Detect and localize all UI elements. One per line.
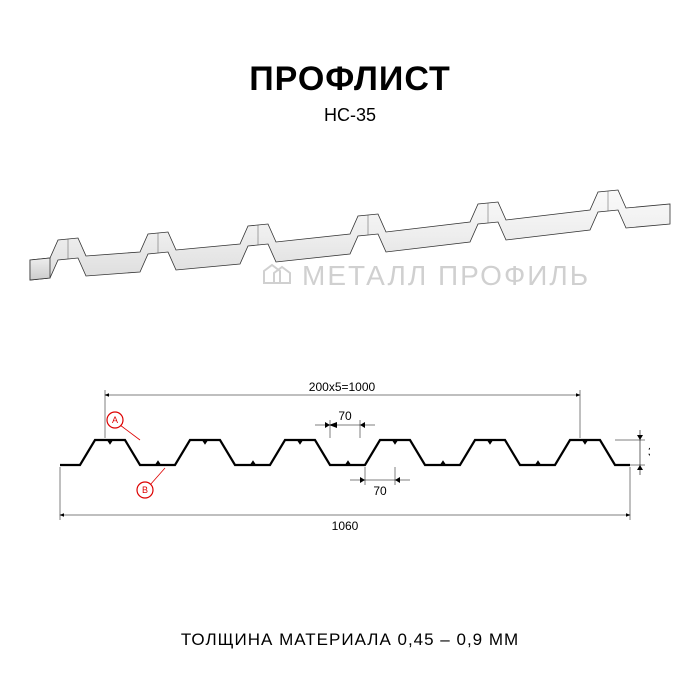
schematic-drawing: 200x5=1000 70 70 35 1060 [50,380,650,570]
profile-path [60,440,630,465]
dim-width-total: 1060 [332,519,359,533]
watermark-icon [260,261,294,291]
dim-width-effective: 200x5=1000 [309,380,376,394]
watermark: МЕТАЛЛ ПРОФИЛЬ [260,260,590,292]
watermark-text: МЕТАЛЛ ПРОФИЛЬ [302,260,590,292]
dim-height: 35 [648,445,650,459]
svg-text:A: A [112,415,118,425]
svg-text:B: B [142,485,148,495]
marker-b: B [137,468,165,498]
dim-bottom-flat: 70 [373,484,387,498]
dim-top-flat: 70 [338,409,352,423]
marker-a: A [107,412,140,440]
thickness-note: ТОЛЩИНА МАТЕРИАЛА 0,45 – 0,9 ММ [0,630,700,650]
title-block: ПРОФЛИСТ НС-35 [0,60,700,126]
page-title: ПРОФЛИСТ [0,60,700,99]
page-subtitle: НС-35 [0,105,700,126]
